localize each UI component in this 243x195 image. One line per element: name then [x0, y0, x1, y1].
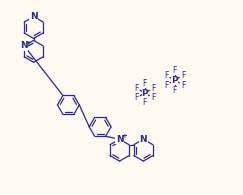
Text: F: F [181, 71, 185, 80]
Text: N: N [116, 135, 123, 144]
Text: F: F [143, 79, 147, 88]
Text: F: F [173, 86, 177, 95]
Text: F: F [134, 84, 139, 93]
Text: +: + [26, 40, 32, 46]
Text: P: P [171, 76, 178, 85]
Text: F: F [164, 71, 168, 80]
Text: N: N [20, 41, 28, 50]
Text: F: F [164, 81, 168, 90]
Text: P: P [141, 89, 148, 98]
Text: F: F [173, 66, 177, 75]
Text: F: F [181, 81, 185, 90]
Text: N: N [30, 12, 37, 21]
Text: N: N [139, 135, 147, 144]
Text: +: + [121, 133, 127, 139]
Text: F: F [134, 93, 139, 103]
Text: F: F [143, 98, 147, 107]
Text: F: F [151, 84, 156, 93]
Text: F: F [151, 93, 156, 103]
